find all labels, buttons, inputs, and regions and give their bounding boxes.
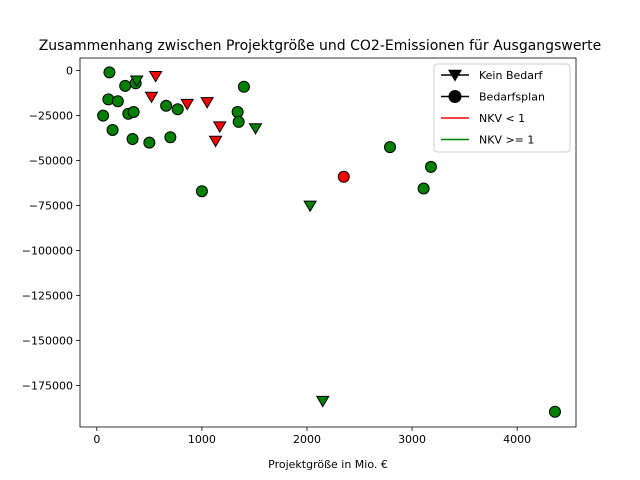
data-point-circle bbox=[106, 124, 119, 136]
data-point-circle bbox=[119, 79, 132, 92]
y-tick-label: −50000 bbox=[29, 155, 73, 168]
x-tick-label: 2000 bbox=[293, 433, 321, 446]
x-tick-label: 3000 bbox=[398, 433, 426, 446]
data-point-triangle bbox=[200, 97, 215, 109]
data-point-circle bbox=[171, 103, 184, 116]
chart-title: Zusammenhang zwischen Projektgröße und C… bbox=[39, 38, 602, 54]
data-point-triangle bbox=[129, 75, 144, 88]
y-tick-label: 0 bbox=[66, 65, 73, 78]
data-point-circle bbox=[231, 106, 244, 118]
data-point-triangle bbox=[315, 395, 330, 408]
plot-frame bbox=[79, 57, 577, 428]
data-point-circle bbox=[384, 141, 396, 154]
y-tick-label: −100000 bbox=[22, 245, 73, 258]
data-point-circle bbox=[237, 80, 250, 93]
data-point-circle bbox=[126, 133, 139, 145]
data-point-triangle bbox=[208, 135, 223, 148]
y-tick-label: −150000 bbox=[22, 335, 73, 348]
data-point-triangle bbox=[212, 121, 227, 134]
data-markers bbox=[97, 66, 561, 418]
legend: Kein Bedarf Bedarfsplan NKV < 1 NKV >= 1 bbox=[433, 63, 571, 153]
data-point-circle bbox=[127, 106, 140, 118]
legend-label: Bedarfsplan bbox=[479, 91, 545, 104]
data-point-circle bbox=[143, 136, 156, 149]
data-point-circle bbox=[97, 109, 110, 122]
axis-ticks: 0 1000 2000 3000 4000 0 −25000 −50000 −75000 −100… bbox=[22, 65, 531, 446]
y-tick-label: −75000 bbox=[29, 200, 73, 213]
x-tick-label: 1000 bbox=[188, 433, 216, 446]
y-tick-label: −125000 bbox=[22, 290, 73, 303]
legend-label: Kein Bedarf bbox=[479, 69, 544, 82]
legend-triangle-marker bbox=[448, 69, 462, 82]
y-tick-label: −25000 bbox=[29, 110, 73, 123]
legend-label: NKV >= 1 bbox=[479, 134, 534, 147]
y-tick-label: −175000 bbox=[22, 380, 73, 393]
legend-label: NKV < 1 bbox=[479, 112, 525, 125]
data-point-circle bbox=[337, 170, 350, 183]
data-point-circle bbox=[111, 95, 124, 108]
data-point-circle bbox=[232, 115, 245, 128]
data-point-circle bbox=[164, 131, 177, 144]
x-axis-label: Projektgröße in Mio. € bbox=[268, 458, 388, 471]
legend-circle-marker bbox=[448, 90, 462, 103]
data-point-triangle bbox=[248, 123, 263, 135]
plot-area bbox=[79, 57, 577, 428]
data-point-circle bbox=[424, 160, 437, 173]
legend-box bbox=[433, 63, 571, 153]
x-tick-label: 4000 bbox=[503, 433, 531, 446]
data-point-circle bbox=[103, 66, 116, 79]
x-tick-label: 0 bbox=[93, 433, 100, 446]
data-point-circle bbox=[417, 182, 430, 195]
data-point-triangle bbox=[303, 200, 318, 213]
data-point-triangle bbox=[144, 91, 159, 104]
data-point-triangle bbox=[148, 71, 163, 83]
data-point-circle bbox=[548, 405, 561, 418]
data-point-circle bbox=[160, 99, 173, 112]
data-point-circle bbox=[195, 185, 208, 198]
data-point-triangle bbox=[180, 98, 195, 111]
